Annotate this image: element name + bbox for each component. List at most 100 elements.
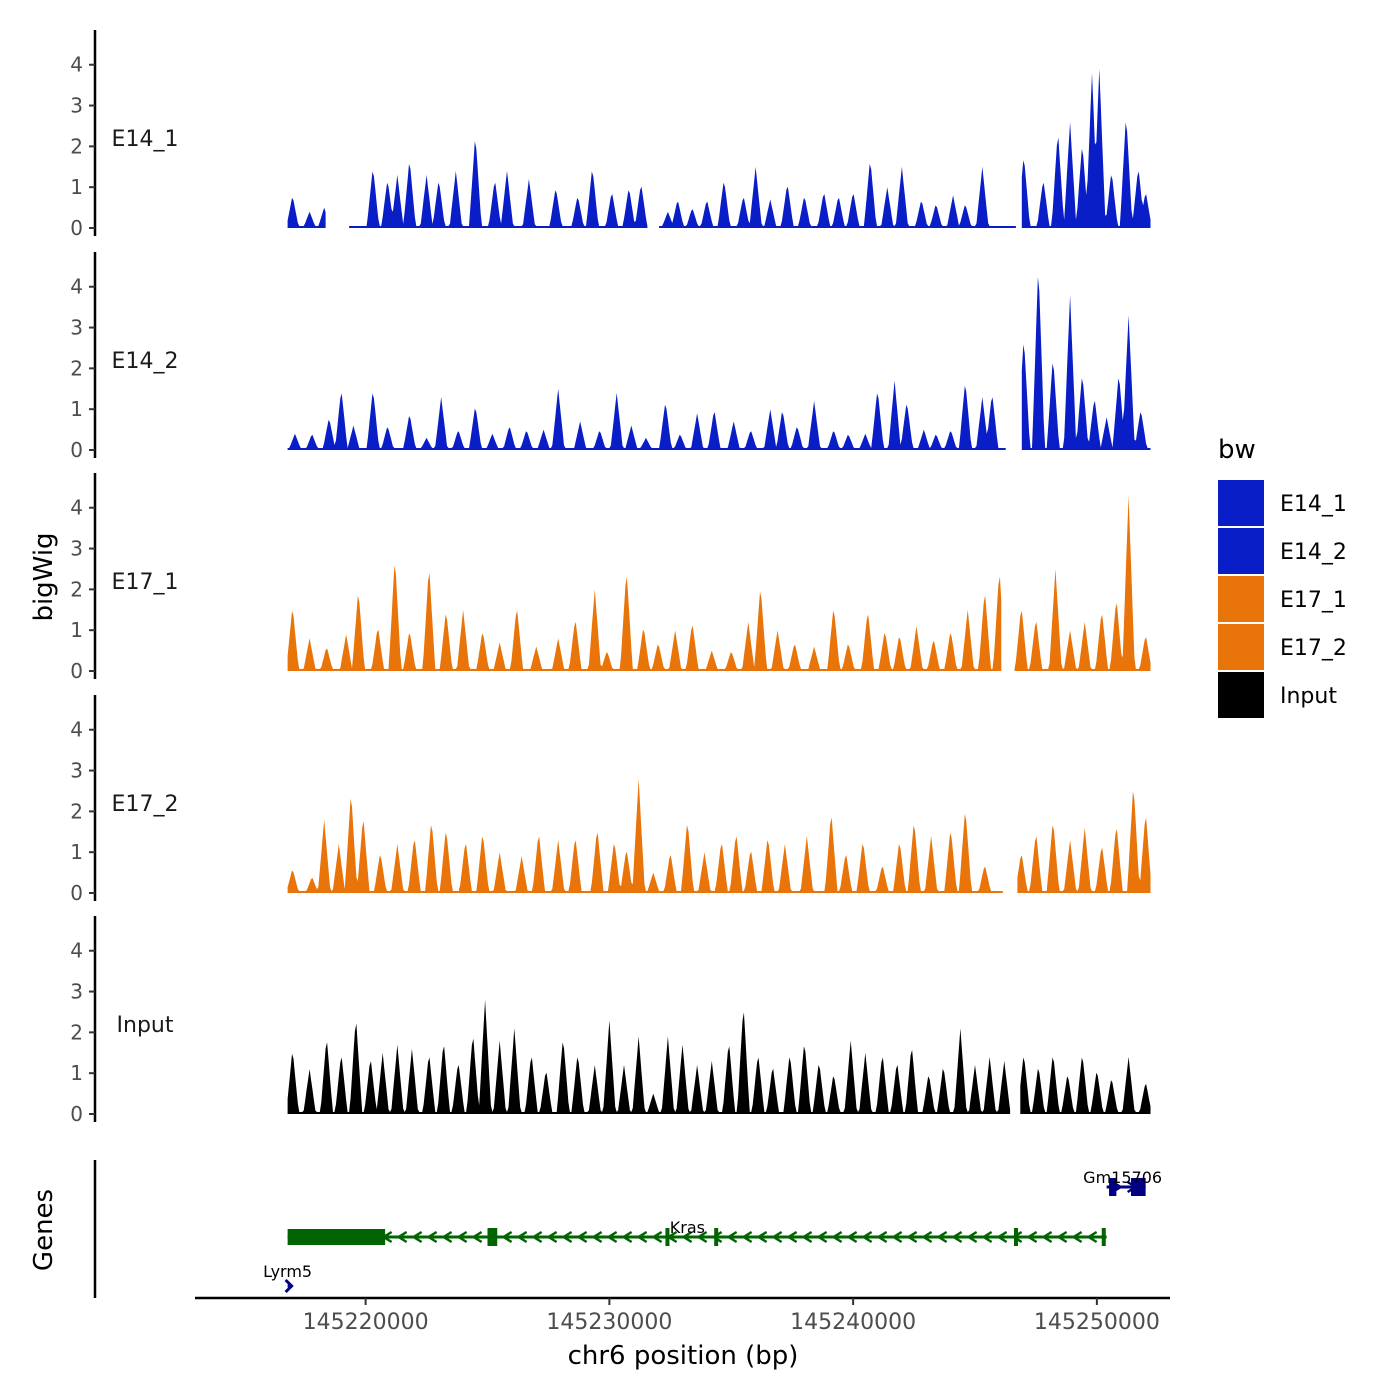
- y-tick-label: 0: [70, 881, 83, 905]
- strand-arrow: [741, 1230, 753, 1244]
- x-tick-label: 145250000: [1034, 1310, 1160, 1335]
- legend-swatch-E17_1: [1218, 576, 1264, 622]
- y-tick-label: 4: [70, 496, 83, 520]
- strand-arrow: [831, 1230, 843, 1244]
- strand-arrow: [936, 1230, 948, 1244]
- strand-arrow: [411, 1230, 423, 1244]
- track-E17_2: 0 1 2 3 4 E17_2: [70, 695, 1151, 905]
- strand-arrow: [426, 1230, 438, 1244]
- y-tick-label: 0: [70, 659, 83, 683]
- track-label-Input: Input: [117, 1013, 174, 1038]
- legend-label-E17_1: E17_1: [1280, 588, 1347, 613]
- gene-label-Gm15706: Gm15706: [1083, 1168, 1162, 1187]
- strand-arrow: [786, 1230, 798, 1244]
- y-tick-label: 0: [70, 1102, 83, 1126]
- y-tick-label: 3: [70, 759, 83, 783]
- strand-arrow: [636, 1230, 648, 1244]
- coverage-area-E14_1: [1021, 68, 1151, 228]
- genes-axis-title: Genes: [29, 1189, 59, 1271]
- gene-label-Lyrm5: Lyrm5: [263, 1262, 312, 1281]
- y-tick-label: 2: [70, 134, 83, 158]
- strand-arrow: [396, 1230, 408, 1244]
- coverage-area-E14_1: [349, 141, 648, 228]
- x-tick-label: 145220000: [303, 1310, 429, 1335]
- x-axis: 145220000 145230000 145240000 145250000: [195, 1296, 1170, 1335]
- coverage-area-E14_2: [287, 380, 1006, 450]
- strand-arrow: [1041, 1230, 1053, 1244]
- y-tick-label: 4: [70, 939, 83, 963]
- coverage-area-E14_1: [287, 197, 326, 228]
- track-label-E17_1: E17_1: [112, 570, 179, 595]
- strand-arrow: [906, 1230, 918, 1244]
- coverage-area-E14_2: [1021, 276, 1151, 450]
- strand-arrow: [756, 1230, 768, 1244]
- y-tick-label: 1: [70, 175, 83, 199]
- strand-arrow: [591, 1230, 603, 1244]
- legend-label-E14_1: E14_1: [1280, 492, 1347, 517]
- strand-arrow: [801, 1230, 813, 1244]
- y-tick-label: 1: [70, 1061, 83, 1085]
- y-axis-title: bigWig: [29, 532, 59, 621]
- legend-title: bw: [1218, 435, 1256, 465]
- x-axis-title: chr6 position (bp): [568, 1341, 799, 1371]
- strand-arrow: [456, 1230, 468, 1244]
- strand-arrow: [621, 1230, 633, 1244]
- exon: [1109, 1178, 1117, 1196]
- coverage-area-E17_2: [287, 778, 1003, 893]
- strand-arrow: [576, 1230, 588, 1244]
- y-tick-label: 2: [70, 577, 83, 601]
- track-E14_2: 0 1 2 3 4 E14_2: [70, 252, 1151, 462]
- y-tick-label: 4: [70, 718, 83, 742]
- strand-arrow: [996, 1230, 1008, 1244]
- strand-arrow: [561, 1230, 573, 1244]
- strand-arrow: [696, 1230, 708, 1244]
- y-tick-label: 3: [70, 980, 83, 1004]
- legend-swatch-E17_2: [1218, 624, 1264, 670]
- strand-arrow: [951, 1230, 963, 1244]
- strand-arrow: [1086, 1230, 1098, 1244]
- track-Input: 0 1 2 3 4 Input: [70, 916, 1151, 1126]
- coverage-area-E17_2: [1017, 791, 1151, 893]
- y-tick-label: 1: [70, 618, 83, 642]
- y-tick-label: 0: [70, 216, 83, 240]
- exon: [1101, 1228, 1106, 1246]
- exon: [487, 1228, 498, 1246]
- coverage-area-Input: [1020, 1056, 1151, 1114]
- gene-annotation-track: Kras Gm15706 Lyrm5: [93, 1160, 1162, 1298]
- strand-arrow: [441, 1230, 453, 1244]
- y-tick-label: 4: [70, 275, 83, 299]
- exon: [1014, 1228, 1018, 1246]
- exon: [665, 1228, 670, 1246]
- strand-arrow: [284, 1278, 294, 1294]
- strand-arrow: [876, 1230, 888, 1244]
- strand-arrow: [651, 1230, 663, 1244]
- strand-arrow: [726, 1230, 738, 1244]
- y-tick-label: 3: [70, 94, 83, 118]
- legend-label-Input: Input: [1280, 684, 1337, 709]
- legend: bw E14_1 E14_2 E17_1 E17_2 Input: [1218, 435, 1347, 718]
- gene-label-Kras: Kras: [670, 1218, 705, 1237]
- legend-swatch-E14_2: [1218, 528, 1264, 574]
- strand-arrow: [1026, 1230, 1038, 1244]
- strand-arrow: [846, 1230, 858, 1244]
- y-tick-label: 1: [70, 397, 83, 421]
- strand-arrow: [966, 1230, 978, 1244]
- strand-arrow: [771, 1230, 783, 1244]
- legend-swatch-Input: [1218, 672, 1264, 718]
- strand-arrow: [1011, 1230, 1023, 1244]
- coverage-area-Input: [287, 999, 1011, 1114]
- exon: [287, 1229, 386, 1245]
- coverage-area-E17_1: [1014, 495, 1151, 671]
- gene-Lyrm5: Lyrm5: [263, 1262, 312, 1294]
- legend-swatch-E14_1: [1218, 480, 1264, 526]
- strand-arrow: [531, 1230, 543, 1244]
- strand-arrow: [606, 1230, 618, 1244]
- y-tick-label: 2: [70, 1020, 83, 1044]
- strand-arrow: [861, 1230, 873, 1244]
- y-tick-label: 2: [70, 356, 83, 380]
- track-E14_1: 0 1 2 3 4 E14_1: [70, 30, 1151, 240]
- y-tick-label: 3: [70, 316, 83, 340]
- gene-Kras: Kras: [287, 1218, 1107, 1246]
- strand-arrow: [681, 1230, 693, 1244]
